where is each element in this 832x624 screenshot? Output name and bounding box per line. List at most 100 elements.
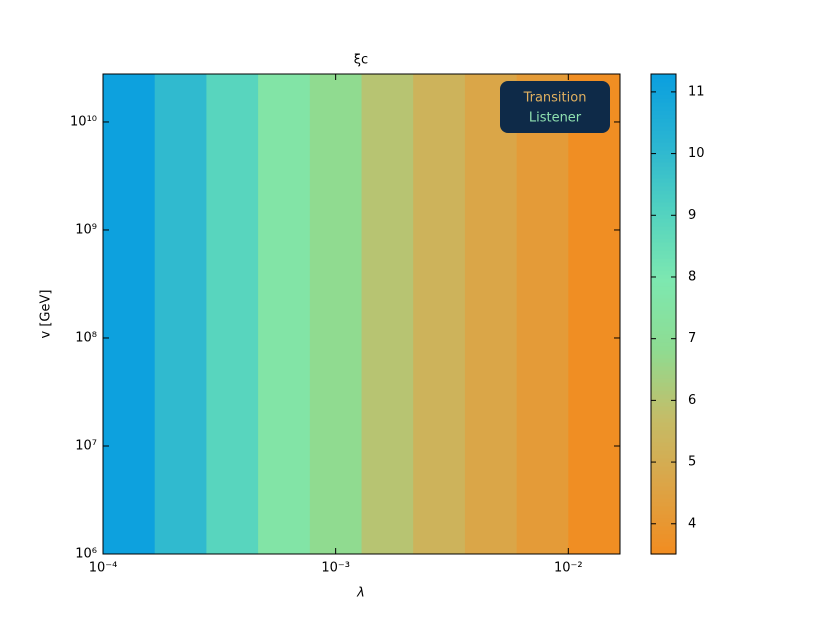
colorbar-segment <box>651 186 676 191</box>
y-tick-label: 10⁷ <box>75 438 97 453</box>
logo-box <box>500 81 610 133</box>
colorbar-segment <box>651 438 676 443</box>
colorbar-segment <box>651 414 676 419</box>
colorbar-segment <box>651 482 676 487</box>
colorbar-segment <box>651 86 676 91</box>
colorbar-segment <box>651 322 676 327</box>
colorbar-frame <box>650 73 677 555</box>
colorbar-segment <box>651 454 676 459</box>
colorbar-segment <box>651 214 676 219</box>
colorbar-segment <box>651 306 676 311</box>
colorbar-segment <box>651 182 676 187</box>
colorbar-segment <box>651 198 676 203</box>
colorbar-segment <box>651 486 676 491</box>
x-tick-label: 10⁻² <box>554 561 583 576</box>
colorbar-segment <box>651 118 676 123</box>
y-tick-label: 10⁹ <box>75 222 97 237</box>
colorbar-segment <box>651 490 676 495</box>
colorbar-segment <box>651 234 676 239</box>
colorbar-tick-label: 8 <box>688 269 696 284</box>
colorbar-segment <box>651 506 676 511</box>
x-axis-label: λ <box>356 586 365 601</box>
heatmap-cell <box>464 74 518 554</box>
heatmap-cell <box>103 74 156 554</box>
colorbar-segment <box>651 390 676 395</box>
colorbar-segment <box>651 154 676 159</box>
colorbar-segment <box>651 178 676 183</box>
colorbar-segment <box>651 102 676 107</box>
colorbar-segment <box>651 258 676 263</box>
y-axis-label: v [GeV] <box>39 290 54 339</box>
colorbar-segment <box>651 170 676 175</box>
colorbar-segment <box>651 458 676 463</box>
colorbar-segment <box>651 410 676 415</box>
colorbar-segment <box>651 310 676 315</box>
logo-text: Transition <box>523 91 587 106</box>
colorbar-segment <box>651 350 676 355</box>
heatmap-cell <box>568 74 621 554</box>
colorbar-segment <box>651 450 676 455</box>
colorbar-segment <box>651 326 676 331</box>
colorbar-segment <box>651 370 676 375</box>
colorbar-segment <box>651 354 676 359</box>
colorbar-segment <box>651 338 676 343</box>
colorbar-segment <box>651 218 676 223</box>
colorbar-segment <box>651 522 676 527</box>
colorbar-segment <box>651 278 676 283</box>
colorbar <box>651 74 676 555</box>
heatmap-cell <box>361 74 414 554</box>
x-tick-label: 10⁻³ <box>321 561 350 576</box>
colorbar-segment <box>651 134 676 139</box>
colorbar-segment <box>651 442 676 447</box>
y-tick-label: 10¹⁰ <box>70 114 97 129</box>
colorbar-segment <box>651 274 676 279</box>
colorbar-tick-label: 4 <box>688 516 696 531</box>
heatmap-cell <box>516 74 569 554</box>
colorbar-segment <box>651 462 676 467</box>
colorbar-segment <box>651 190 676 195</box>
y-tick-label: 10⁸ <box>75 330 97 345</box>
heatmap-cell <box>309 74 363 554</box>
colorbar-segment <box>651 534 676 539</box>
colorbar-segment <box>651 446 676 451</box>
colorbar-segment <box>651 302 676 307</box>
colorbar-segment <box>651 146 676 151</box>
colorbar-segment <box>651 210 676 215</box>
colorbar-segment <box>651 226 676 231</box>
colorbar-segment <box>651 270 676 275</box>
colorbar-segment <box>651 550 676 555</box>
colorbar-segment <box>651 282 676 287</box>
colorbar-segment <box>651 346 676 351</box>
colorbar-segment <box>651 174 676 179</box>
colorbar-segment <box>651 530 676 535</box>
colorbar-segment <box>651 130 676 135</box>
colorbar-segment <box>651 538 676 543</box>
colorbar-segment <box>651 342 676 347</box>
colorbar-segment <box>651 122 676 127</box>
colorbar-segment <box>651 542 676 547</box>
colorbar-segment <box>651 518 676 523</box>
colorbar-segment <box>651 202 676 207</box>
colorbar-segment <box>651 398 676 403</box>
colorbar-segment <box>651 298 676 303</box>
colorbar-tick-label: 10 <box>688 146 705 161</box>
colorbar-segment <box>651 242 676 247</box>
colorbar-segment <box>651 286 676 291</box>
heatmap <box>103 74 621 554</box>
colorbar-segment <box>651 498 676 503</box>
colorbar-segment <box>651 382 676 387</box>
colorbar-segment <box>651 262 676 267</box>
colorbar-segment <box>651 106 676 111</box>
colorbar-segment <box>651 366 676 371</box>
colorbar-segment <box>651 222 676 227</box>
colorbar-segment <box>651 422 676 427</box>
colorbar-segment <box>651 474 676 479</box>
colorbar-segment <box>651 90 676 95</box>
colorbar-segment <box>651 334 676 339</box>
heatmap-cell <box>258 74 311 554</box>
colorbar-segment <box>651 314 676 319</box>
colorbar-tick-label: 5 <box>688 455 696 470</box>
heatmap-cell <box>413 74 466 554</box>
colorbar-segment <box>651 166 676 171</box>
